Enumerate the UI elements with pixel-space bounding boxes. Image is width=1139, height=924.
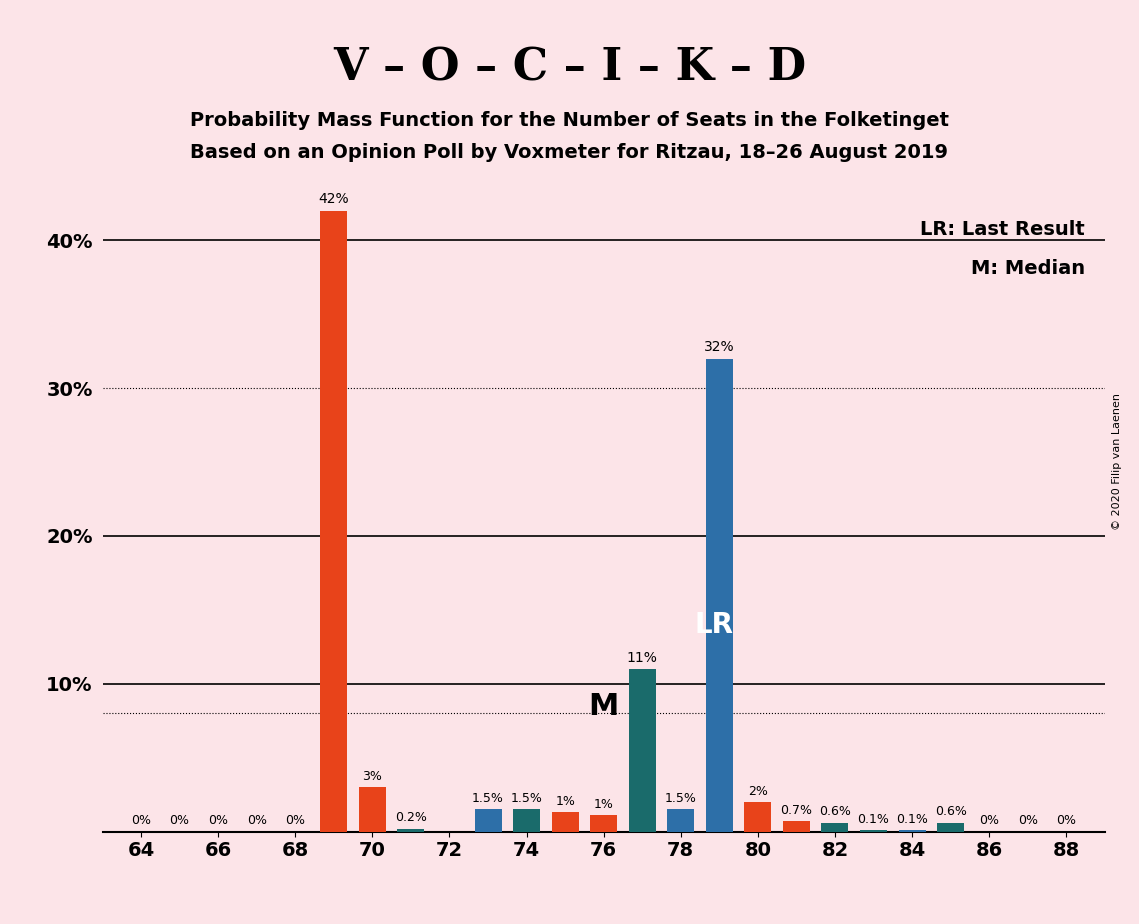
Text: 0%: 0% xyxy=(208,814,228,827)
Text: 0%: 0% xyxy=(170,814,189,827)
Text: 0.6%: 0.6% xyxy=(819,806,851,819)
Bar xyxy=(782,821,810,832)
Text: M: M xyxy=(589,692,618,721)
Bar xyxy=(706,359,732,832)
Text: V – O – C – I – K – D: V – O – C – I – K – D xyxy=(333,46,806,90)
Bar xyxy=(937,822,964,832)
Text: 1.5%: 1.5% xyxy=(510,792,542,805)
Bar xyxy=(320,211,347,832)
Text: 0.1%: 0.1% xyxy=(896,813,928,826)
Text: 0%: 0% xyxy=(285,814,305,827)
Text: 1%: 1% xyxy=(555,795,575,808)
Text: Probability Mass Function for the Number of Seats in the Folketinget: Probability Mass Function for the Number… xyxy=(190,111,949,130)
Bar xyxy=(899,830,926,832)
Text: 1%: 1% xyxy=(593,798,614,811)
Text: 0.1%: 0.1% xyxy=(858,813,890,826)
Bar xyxy=(860,830,887,832)
Text: 0.6%: 0.6% xyxy=(935,806,967,819)
Text: © 2020 Filip van Laenen: © 2020 Filip van Laenen xyxy=(1112,394,1122,530)
Text: 0%: 0% xyxy=(1056,814,1076,827)
Bar xyxy=(629,669,656,832)
Text: 0%: 0% xyxy=(980,814,999,827)
Text: 3%: 3% xyxy=(362,770,383,783)
Text: LR: Last Result: LR: Last Result xyxy=(920,220,1084,238)
Bar xyxy=(513,809,540,832)
Text: 1.5%: 1.5% xyxy=(472,792,503,805)
Bar xyxy=(821,822,849,832)
Bar xyxy=(359,787,386,832)
Bar xyxy=(475,809,501,832)
Text: 1.5%: 1.5% xyxy=(665,792,697,805)
Bar xyxy=(590,815,617,832)
Bar xyxy=(745,802,771,832)
Text: LR: LR xyxy=(694,611,734,638)
Text: 42%: 42% xyxy=(319,192,350,206)
Text: 0%: 0% xyxy=(247,814,267,827)
Text: 11%: 11% xyxy=(626,650,657,664)
Text: 2%: 2% xyxy=(748,784,768,797)
Text: 32%: 32% xyxy=(704,340,735,354)
Bar xyxy=(398,829,425,832)
Bar xyxy=(667,809,695,832)
Text: 0%: 0% xyxy=(1018,814,1038,827)
Text: 0.7%: 0.7% xyxy=(780,804,812,817)
Text: M: Median: M: Median xyxy=(970,260,1084,278)
Text: Based on an Opinion Poll by Voxmeter for Ritzau, 18–26 August 2019: Based on an Opinion Poll by Voxmeter for… xyxy=(190,143,949,163)
Text: 0%: 0% xyxy=(131,814,151,827)
Bar xyxy=(551,812,579,832)
Text: 0.2%: 0.2% xyxy=(395,811,427,824)
